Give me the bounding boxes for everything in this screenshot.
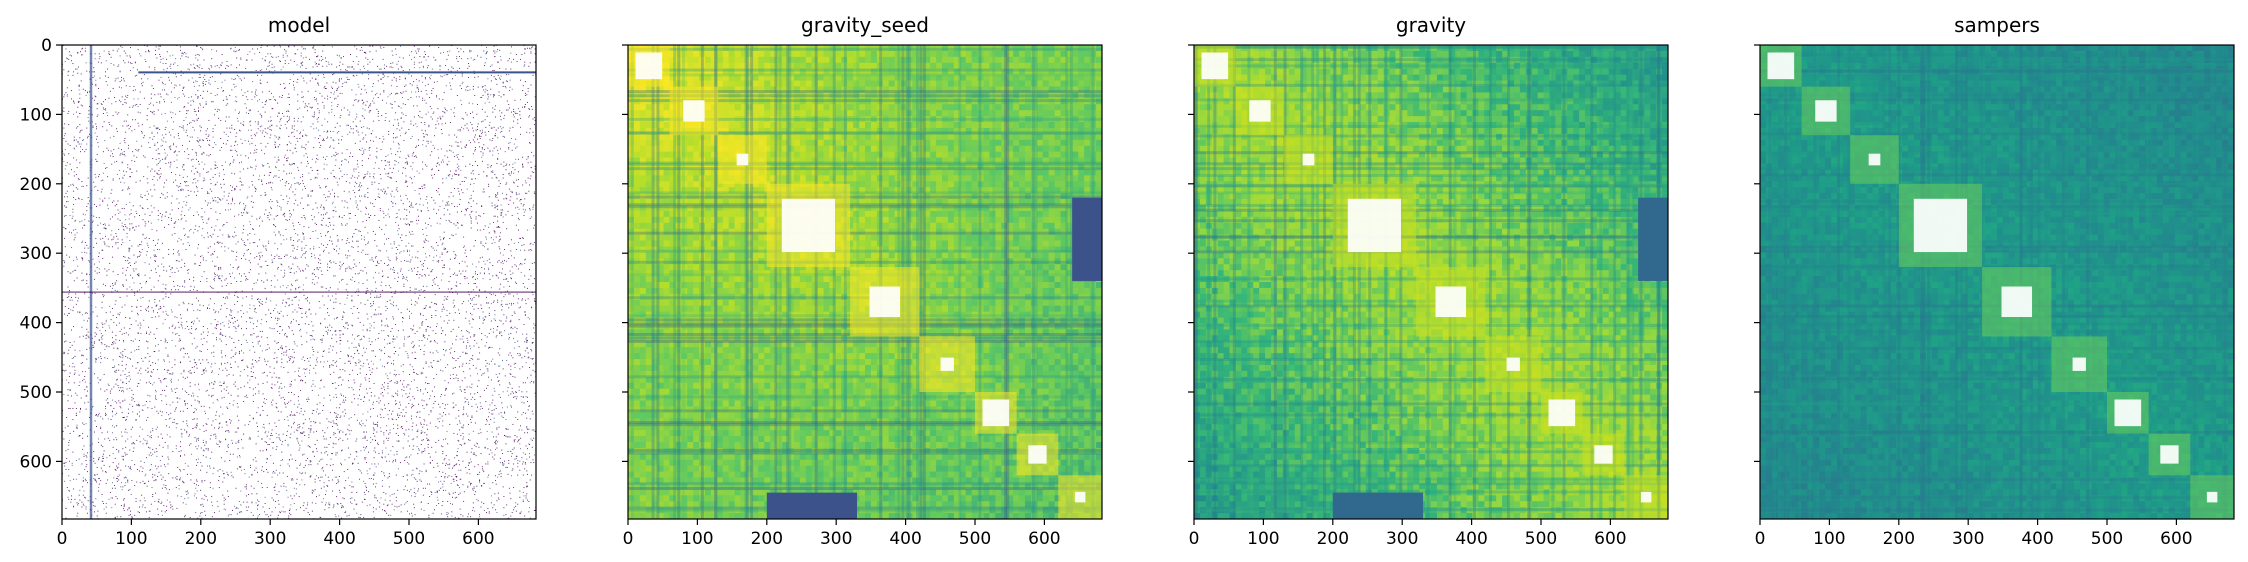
panel-gravity: gravity 0 100 200 300 400 500 600 [1188, 13, 1669, 549]
y-tick-label: 600 [20, 452, 52, 472]
panel-title: model [268, 13, 330, 37]
y-tick-label: 0 [41, 36, 52, 56]
x-tick-label: 200 [185, 529, 217, 549]
x-tick-label: 400 [323, 529, 355, 549]
panel-title: gravity_seed [801, 13, 929, 37]
panel-model: model 0 100 200 300 400 500 600 0 100 200 300 400 500… [20, 13, 537, 549]
x-tick-label: 600 [462, 529, 494, 549]
x-tick-label: 500 [2091, 529, 2123, 549]
x-tick-label: 300 [254, 529, 286, 549]
plot-frame [61, 44, 537, 520]
x-tick-label: 200 [1317, 529, 1349, 549]
y-tick-label: 200 [20, 175, 52, 195]
y-tick-label: 400 [20, 314, 52, 334]
heatmap-image [1760, 45, 2234, 519]
panel-sampers: sampers 0 100 200 300 400 500 600 [1754, 13, 2235, 549]
x-tick-label: 600 [1028, 529, 1060, 549]
x-tick-label: 100 [681, 529, 713, 549]
plot-frame [627, 44, 1103, 520]
x-tick-label: 100 [1813, 529, 1845, 549]
x-tick-label: 0 [57, 529, 68, 549]
heatmap-image [1194, 45, 1668, 519]
x-tick-label: 500 [1525, 529, 1557, 549]
x-tick-label: 400 [1455, 529, 1487, 549]
x-tick-label: 300 [1952, 529, 1984, 549]
panels: model 0 100 200 300 400 500 600 0 100 200 300 400 500… [20, 13, 2235, 549]
y-tick-label: 300 [20, 244, 52, 264]
x-tick-label: 100 [115, 529, 147, 549]
x-tick-label: 200 [751, 529, 783, 549]
x-tick-label: 100 [1247, 529, 1279, 549]
x-tick-label: 200 [1883, 529, 1915, 549]
x-tick-label: 400 [2021, 529, 2053, 549]
x-tick-label: 0 [1755, 529, 1766, 549]
panel-title: gravity [1396, 13, 1466, 37]
x-tick-label: 300 [1386, 529, 1418, 549]
x-tick-label: 500 [393, 529, 425, 549]
x-tick-label: 500 [959, 529, 991, 549]
x-tick-label: 0 [1189, 529, 1200, 549]
x-tick-label: 600 [2160, 529, 2192, 549]
x-tick-label: 400 [889, 529, 921, 549]
panel-gravity_seed: gravity_seed 0 100 200 300 400 500 600 [622, 13, 1103, 549]
x-tick-label: 600 [1594, 529, 1626, 549]
heatmap-image [628, 45, 1102, 519]
y-tick-label: 100 [20, 105, 52, 125]
x-tick-label: 0 [623, 529, 634, 549]
heatmap-image [62, 45, 536, 519]
plot-frame [1759, 44, 2235, 520]
x-tick-label: 300 [820, 529, 852, 549]
panel-title: sampers [1954, 13, 2040, 37]
y-tick-label: 500 [20, 383, 52, 403]
plot-frame [1193, 44, 1669, 520]
